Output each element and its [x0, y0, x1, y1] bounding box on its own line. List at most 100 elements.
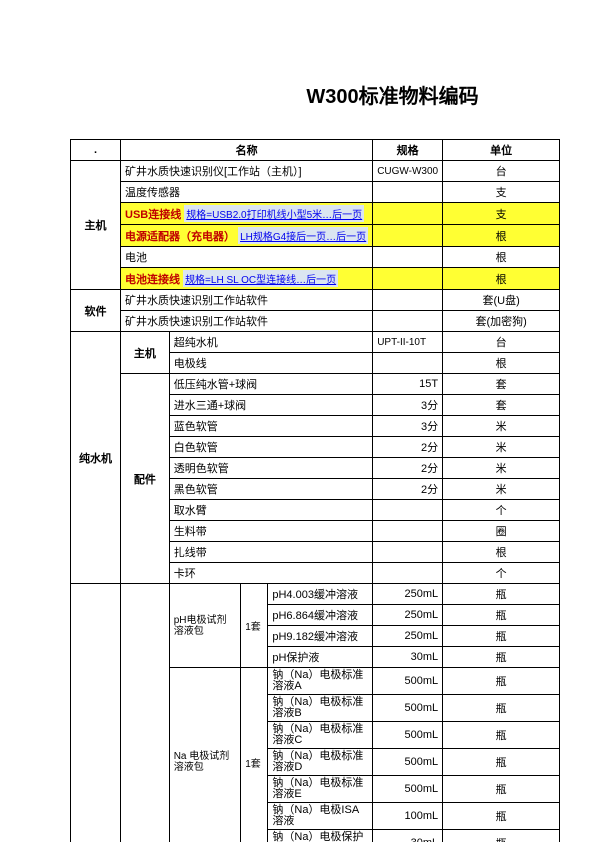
cell: 圈	[443, 521, 560, 542]
cell: 钠（Na）电极标准溶液D	[268, 749, 373, 776]
ph-pack: pH电极试剂溶液包	[169, 584, 240, 668]
cell: 瓶	[443, 695, 560, 722]
cell: 矿井水质快速识别仪[工作站（主机）]	[121, 161, 373, 182]
cell: 瓶	[443, 803, 560, 830]
cell: 250mL	[373, 584, 443, 605]
cell: 500mL	[373, 695, 443, 722]
cell: 低压纯水管+球阀	[169, 374, 372, 395]
cell: 瓶	[443, 830, 560, 842]
na-set: 1套	[241, 668, 268, 842]
group-water: 纯水机	[71, 332, 121, 584]
cell: pH4.003缓冲溶液	[268, 584, 373, 605]
cell: 支	[443, 182, 560, 203]
cell: 超纯水机	[169, 332, 372, 353]
charger-row: 电源适配器（充电器） LH规格G4接后一页…后一页	[121, 225, 373, 247]
col-unit: 单位	[443, 140, 560, 161]
cell: 2分	[373, 458, 443, 479]
cell: 250mL	[373, 626, 443, 647]
cell: 黑色软管	[169, 479, 372, 500]
na-pack: Na 电极试剂溶液包	[169, 668, 240, 842]
cell	[373, 542, 443, 563]
cell: 电极线	[169, 353, 372, 374]
cell: 钠（Na）电极ISA溶液	[268, 803, 373, 830]
usb-label: USB连接线	[125, 209, 181, 221]
cell: 套(加密狗)	[443, 311, 560, 332]
cell: 15T	[373, 374, 443, 395]
battery-wire-label: 电池连接线	[125, 274, 180, 286]
cell: 台	[443, 161, 560, 182]
cell: 瓶	[443, 584, 560, 605]
cell	[373, 225, 443, 247]
cell: CUGW-W300	[373, 161, 443, 182]
doc-title: W300标准物料编码	[190, 80, 595, 109]
cell: 瓶	[443, 749, 560, 776]
cell: 取水臂	[169, 500, 372, 521]
cell: 米	[443, 416, 560, 437]
cell: 电池	[121, 247, 373, 268]
usb-row: USB连接线 规格=USB2.0打印机线小型5米…后一页	[121, 203, 373, 225]
cell: 钠（Na）电极保护液	[268, 830, 373, 842]
cell: 钠（Na）电极标准溶液E	[268, 776, 373, 803]
cell: 套(U盘)	[443, 290, 560, 311]
cell: 瓶	[443, 605, 560, 626]
cell: 瓶	[443, 626, 560, 647]
group-reagent	[71, 584, 121, 842]
cell: 500mL	[373, 668, 443, 695]
cell: 2分	[373, 479, 443, 500]
cell: 套	[443, 374, 560, 395]
cell	[373, 203, 443, 225]
cell: 温度传感器	[121, 182, 373, 203]
cell: 蓝色软管	[169, 416, 372, 437]
charger-label: 电源适配器（充电器）	[125, 231, 235, 243]
cell: 钠（Na）电极标准溶液B	[268, 695, 373, 722]
col-name: 名称	[121, 140, 373, 161]
cell: pH6.864缓冲溶液	[268, 605, 373, 626]
cell: 500mL	[373, 749, 443, 776]
cell: 根	[443, 247, 560, 268]
cell: 个	[443, 500, 560, 521]
cell	[373, 247, 443, 268]
cell: 根	[443, 542, 560, 563]
cell: 250mL	[373, 605, 443, 626]
cell	[373, 563, 443, 584]
cell: 钠（Na）电极标准溶液A	[268, 668, 373, 695]
cell: 钠（Na）电极标准溶液C	[268, 722, 373, 749]
cell: 瓶	[443, 722, 560, 749]
cell: pH9.182缓冲溶液	[268, 626, 373, 647]
cell: 卡环	[169, 563, 372, 584]
cell	[373, 521, 443, 542]
cell: 进水三通+球阀	[169, 395, 372, 416]
battery-wire-row: 电池连接线 规格=LH SL OC型连接线…后一页	[121, 268, 373, 290]
cell	[373, 353, 443, 374]
cell	[373, 182, 443, 203]
usb-link[interactable]: 规格=USB2.0打印机线小型5米…后一页	[184, 205, 364, 222]
cell: 瓶	[443, 668, 560, 695]
cell	[373, 311, 443, 332]
group-host: 主机	[71, 161, 121, 290]
battery-wire-link[interactable]: 规格=LH SL OC型连接线…后一页	[183, 270, 338, 287]
cell: 3分	[373, 395, 443, 416]
cell: 生料带	[169, 521, 372, 542]
cell: 500mL	[373, 722, 443, 749]
cell: 台	[443, 332, 560, 353]
material-table: . 名称 规格 单位 主机 矿井水质快速识别仪[工作站（主机）] CUGW-W3…	[70, 139, 560, 842]
cell: pH保护液	[268, 647, 373, 668]
cell: 白色软管	[169, 437, 372, 458]
cell: 支	[443, 203, 560, 225]
cell: 矿井水质快速识别工作站软件	[121, 290, 373, 311]
cell: 瓶	[443, 776, 560, 803]
cell: 100mL	[373, 803, 443, 830]
cell: UPT-II-10T	[373, 332, 443, 353]
cell: 30mL	[373, 830, 443, 842]
cell: 根	[443, 353, 560, 374]
charger-link[interactable]: LH规格G4接后一页…后一页	[238, 227, 368, 244]
cell: 根	[443, 225, 560, 247]
cell: 套	[443, 395, 560, 416]
cell: 矿井水质快速识别工作站软件	[121, 311, 373, 332]
cell	[373, 268, 443, 290]
cell: 透明色软管	[169, 458, 372, 479]
cell: 米	[443, 458, 560, 479]
cell: 扎线带	[169, 542, 372, 563]
water-acc: 配件	[121, 374, 170, 584]
cell	[373, 500, 443, 521]
